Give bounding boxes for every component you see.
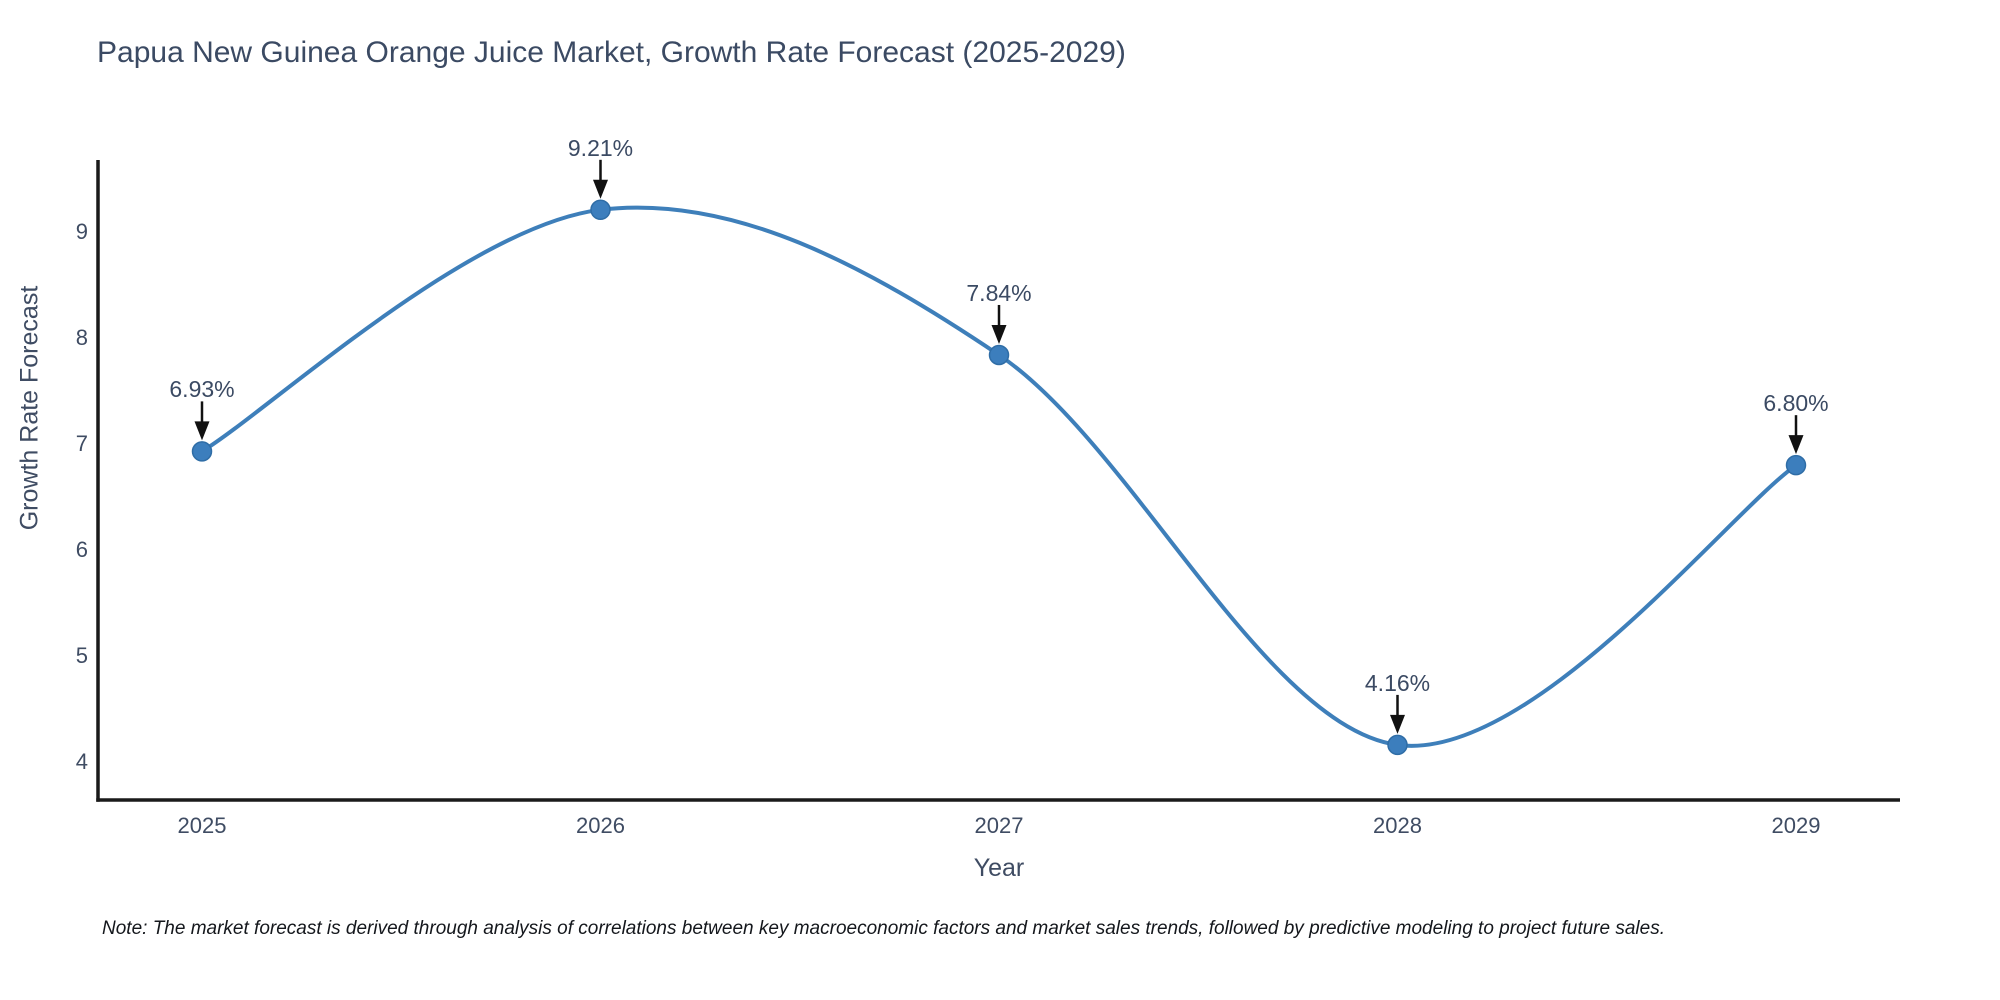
- annotation-arrow-head: [593, 179, 608, 199]
- y-tick-label-5: 5: [75, 642, 88, 668]
- x-tick-label-2028: 2028: [1373, 813, 1422, 838]
- point-label-2025: 6.93%: [169, 376, 235, 403]
- y-tick-label-7: 7: [75, 430, 88, 456]
- x-axis-title: Year: [973, 854, 1025, 882]
- x-tick-label-2027: 2027: [974, 813, 1024, 838]
- y-tick-label-8: 8: [75, 325, 88, 350]
- y-tick-label-4: 4: [75, 748, 88, 774]
- footnote: Note: The market forecast is derived thr…: [102, 918, 1665, 939]
- y-axis-title: Growth Rate Forecast: [15, 285, 44, 531]
- point-label-2029: 6.80%: [1763, 390, 1829, 417]
- annotation-arrow-head: [1390, 714, 1405, 734]
- data-point-marker-2025: [191, 441, 213, 462]
- growth-rate-line: [200, 205, 1798, 748]
- data-point-marker-2028: [1387, 734, 1408, 756]
- data-point-marker-2029: [1785, 454, 1807, 476]
- annotation-arrow-head: [1788, 435, 1804, 455]
- y-tick-label-6: 6: [75, 536, 88, 562]
- y-tick-label-9: 9: [75, 219, 88, 245]
- point-label-2028: 4.16%: [1364, 669, 1431, 696]
- annotation-arrow-head: [991, 324, 1007, 344]
- x-tick-label-2025: 2025: [177, 813, 227, 838]
- data-point-marker-2026: [590, 199, 611, 221]
- x-tick-label-2026: 2026: [576, 813, 625, 838]
- chart-title: Papua New Guinea Orange Juice Market, Gr…: [97, 36, 1126, 69]
- point-label-2027: 7.84%: [966, 279, 1032, 306]
- x-tick-label-2029: 2029: [1771, 813, 1821, 838]
- point-label-2026: 9.21%: [567, 134, 634, 161]
- data-point-marker-2027: [988, 344, 1010, 366]
- annotation-arrow-head: [194, 421, 210, 441]
